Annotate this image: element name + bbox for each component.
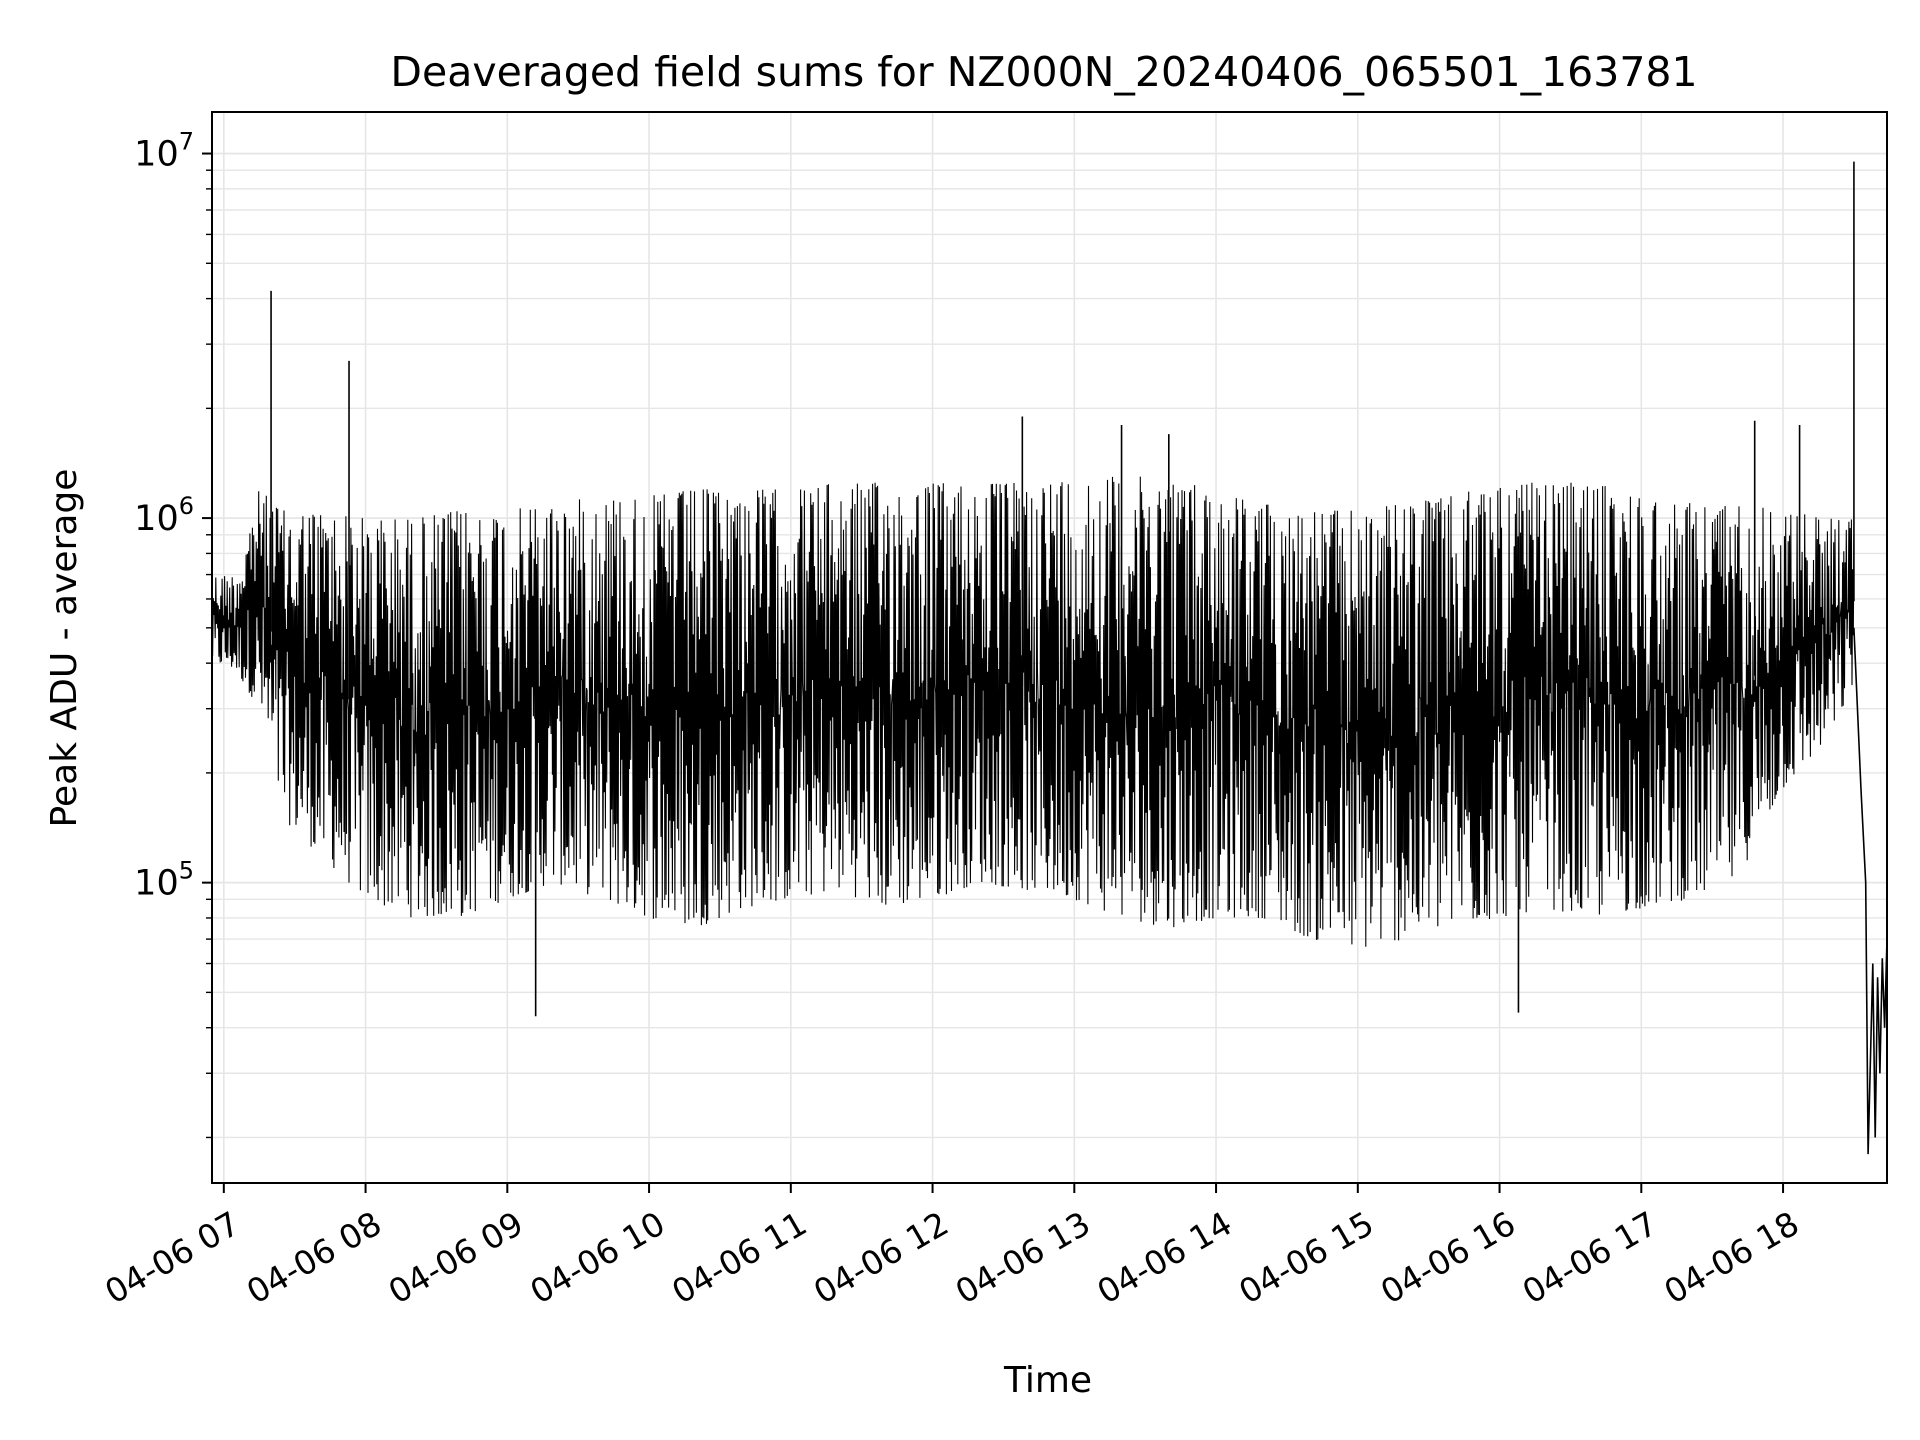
x-tick-label: 04-06 11 bbox=[665, 1204, 813, 1312]
data-line bbox=[211, 476, 1855, 947]
plot-area bbox=[211, 161, 1888, 1155]
x-tick-label: 04-06 10 bbox=[523, 1204, 671, 1312]
x-tick-label: 04-06 13 bbox=[949, 1204, 1097, 1312]
plot-frame bbox=[211, 111, 1888, 1184]
y-tick-label: 105 bbox=[134, 857, 194, 904]
y-axis-label: Peak ADU - average bbox=[44, 469, 85, 828]
data-tail bbox=[1853, 627, 1888, 1155]
x-tick-label: 04-06 15 bbox=[1232, 1204, 1380, 1312]
x-tick-label: 04-06 09 bbox=[382, 1204, 530, 1312]
y-axis: 105 106 107 bbox=[134, 128, 212, 1139]
x-axis-label: Time bbox=[1003, 1360, 1092, 1401]
x-tick-label: 04-06 17 bbox=[1516, 1204, 1664, 1312]
x-tick-label: 04-06 16 bbox=[1374, 1204, 1522, 1312]
x-tick-label: 04-06 08 bbox=[240, 1204, 388, 1312]
x-tick-label: 04-06 07 bbox=[98, 1204, 246, 1312]
x-tick-label: 04-06 14 bbox=[1090, 1204, 1238, 1312]
y-tick-label: 106 bbox=[134, 492, 194, 539]
y-tick-label: 107 bbox=[134, 128, 194, 175]
x-tick-label: 04-06 18 bbox=[1657, 1204, 1805, 1312]
chart-title: Deaveraged field sums for NZ000N_2024040… bbox=[390, 48, 1697, 96]
x-tick-label: 04-06 12 bbox=[807, 1204, 955, 1312]
